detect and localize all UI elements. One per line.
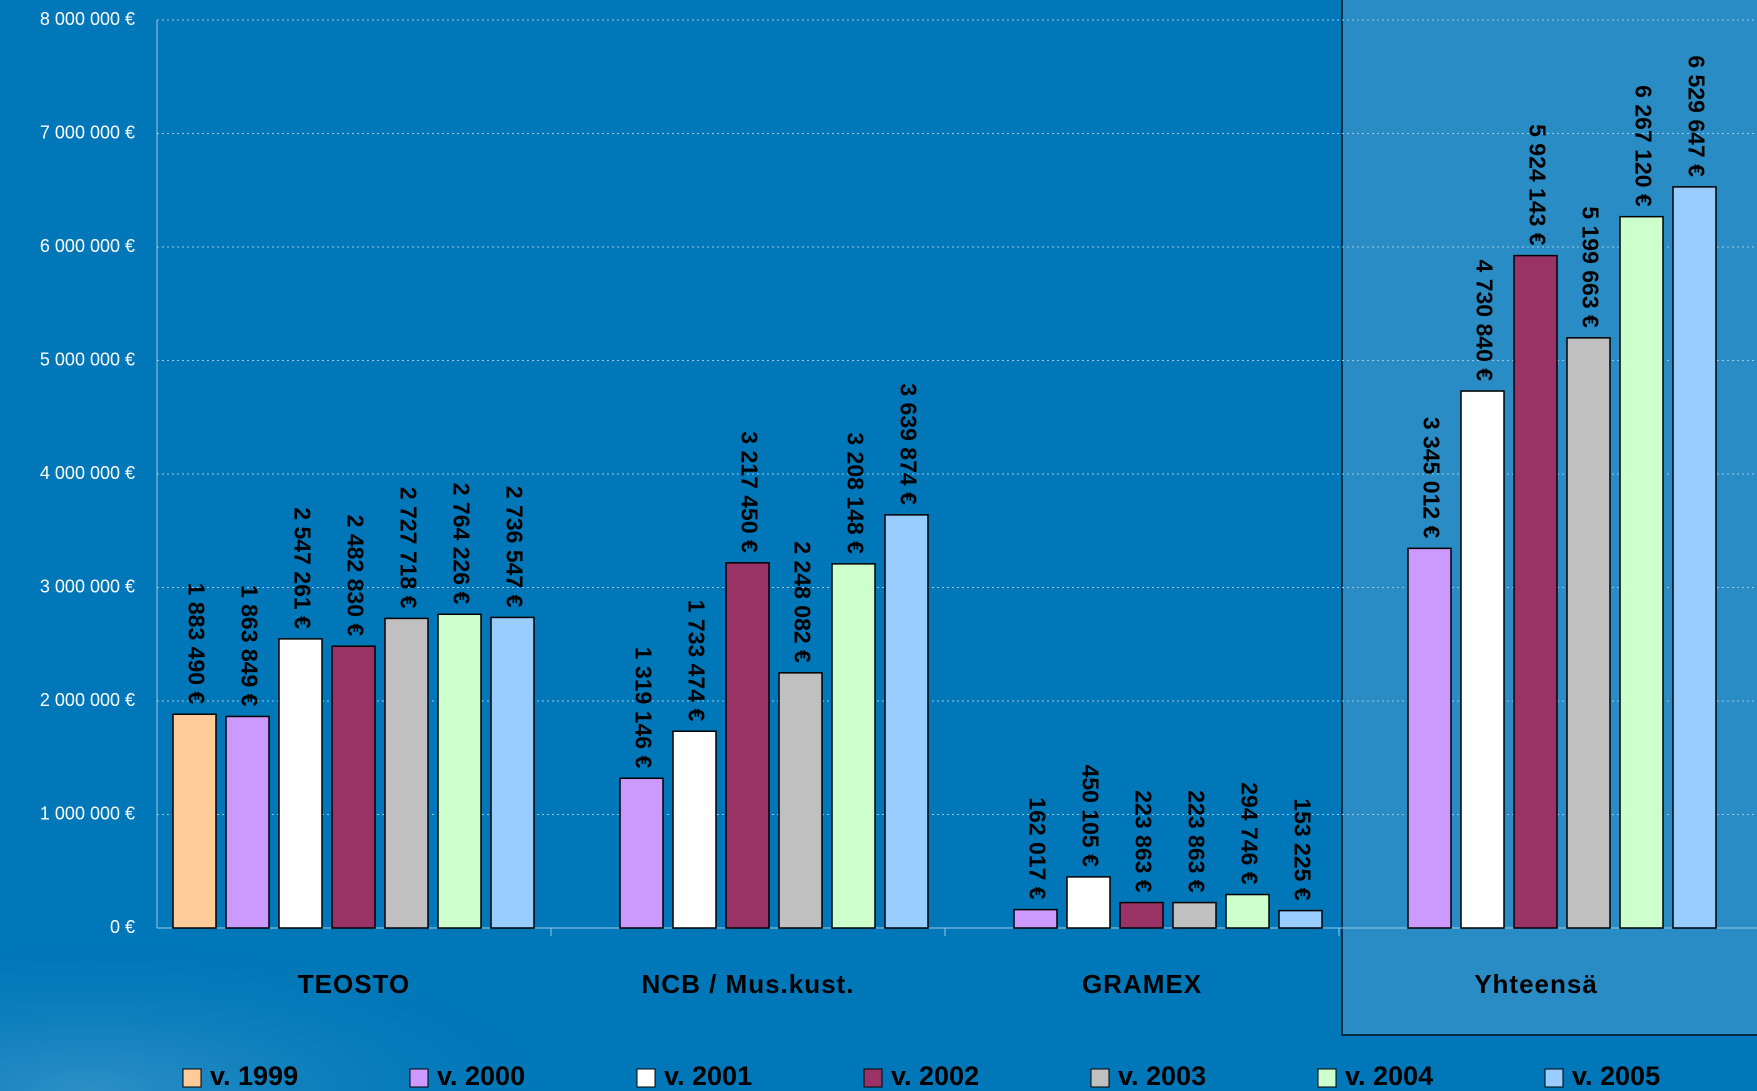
bar: [1407, 547, 1452, 929]
bar: [1566, 337, 1611, 929]
value-label: 3 639 874 €: [895, 383, 921, 505]
bar: [1672, 186, 1717, 929]
y-tick-label: 4 000 000 €: [40, 463, 135, 483]
value-label: 2 547 261 €: [289, 507, 315, 629]
legend-swatch: [409, 1068, 429, 1088]
value-label: 223 863 €: [1130, 790, 1156, 893]
y-tick-label: 2 000 000 €: [40, 690, 135, 710]
x-tick-label: GRAMEX: [1082, 969, 1202, 999]
bar: [1278, 909, 1323, 929]
value-label: 2 248 082 €: [789, 541, 815, 663]
y-tick-label: 1 000 000 €: [40, 803, 135, 823]
bar: [1066, 876, 1111, 929]
bar: [1172, 901, 1217, 929]
bar: [619, 777, 664, 929]
y-tick-label: 6 000 000 €: [40, 236, 135, 256]
bar: [831, 563, 876, 929]
value-label: 6 529 647 €: [1683, 55, 1709, 177]
value-label: 6 267 120 €: [1630, 85, 1656, 207]
value-label: 1 319 146 €: [630, 647, 656, 769]
legend-label: v. 2003: [1118, 1061, 1206, 1091]
legend-label: v. 2005: [1572, 1061, 1660, 1091]
y-tick-label: 7 000 000 €: [40, 122, 135, 142]
bar: [384, 617, 429, 929]
value-label: 3 345 012 €: [1418, 417, 1444, 539]
x-tick-label: NCB / Mus.kust.: [642, 969, 855, 999]
value-label: 2 736 547 €: [501, 486, 527, 608]
bar: [672, 730, 717, 929]
value-label: 162 017 €: [1024, 797, 1050, 900]
bar: [331, 645, 376, 929]
value-label: 2 764 226 €: [448, 483, 474, 605]
legend-swatch: [1090, 1068, 1110, 1088]
bar: [778, 672, 823, 929]
bar: [1513, 254, 1558, 929]
value-label: 5 924 143 €: [1524, 124, 1550, 246]
legend-label: v. 2002: [891, 1061, 979, 1091]
x-tick-label: TEOSTO: [298, 969, 410, 999]
legend-label: v. 2004: [1345, 1061, 1433, 1091]
legend-swatch: [1544, 1068, 1564, 1088]
value-label: 4 730 840 €: [1471, 260, 1497, 382]
value-label: 1 863 849 €: [236, 585, 262, 707]
bar: [1619, 215, 1664, 929]
y-tick-label: 8 000 000 €: [40, 9, 135, 29]
value-label: 2 482 830 €: [342, 515, 368, 637]
legend-label: v. 1999: [210, 1061, 298, 1091]
y-tick-label: 3 000 000 €: [40, 576, 135, 596]
value-label: 153 225 €: [1289, 798, 1315, 901]
bar: [1225, 893, 1270, 929]
bar: [884, 514, 929, 929]
value-label: 5 199 663 €: [1577, 206, 1603, 328]
value-label: 2 727 718 €: [395, 487, 421, 609]
legend-swatch: [636, 1068, 656, 1088]
value-label: 1 883 490 €: [183, 583, 209, 705]
bar: [1013, 908, 1058, 929]
value-label: 3 217 450 €: [736, 431, 762, 553]
value-label: 223 863 €: [1183, 790, 1209, 893]
x-tick-label: Yhteensä: [1474, 969, 1598, 999]
legend-swatch: [1317, 1068, 1337, 1088]
bar: [437, 613, 482, 929]
value-label: 3 208 148 €: [842, 432, 868, 554]
legend-swatch: [863, 1068, 883, 1088]
y-tick-label: 5 000 000 €: [40, 349, 135, 369]
value-label: 1 733 474 €: [683, 600, 709, 722]
value-label: 450 105 €: [1077, 765, 1103, 868]
legend-label: v. 2000: [437, 1061, 525, 1091]
bar: [490, 616, 535, 929]
y-tick-label: 0 €: [110, 917, 135, 937]
bar: [725, 562, 770, 929]
bar: [172, 713, 217, 929]
bar: [1119, 901, 1164, 929]
legend-swatch: [182, 1068, 202, 1088]
bar: [225, 715, 270, 929]
value-label: 294 746 €: [1236, 782, 1262, 885]
bar: [1460, 390, 1505, 929]
bar: [278, 638, 323, 929]
legend-label: v. 2001: [664, 1061, 752, 1091]
